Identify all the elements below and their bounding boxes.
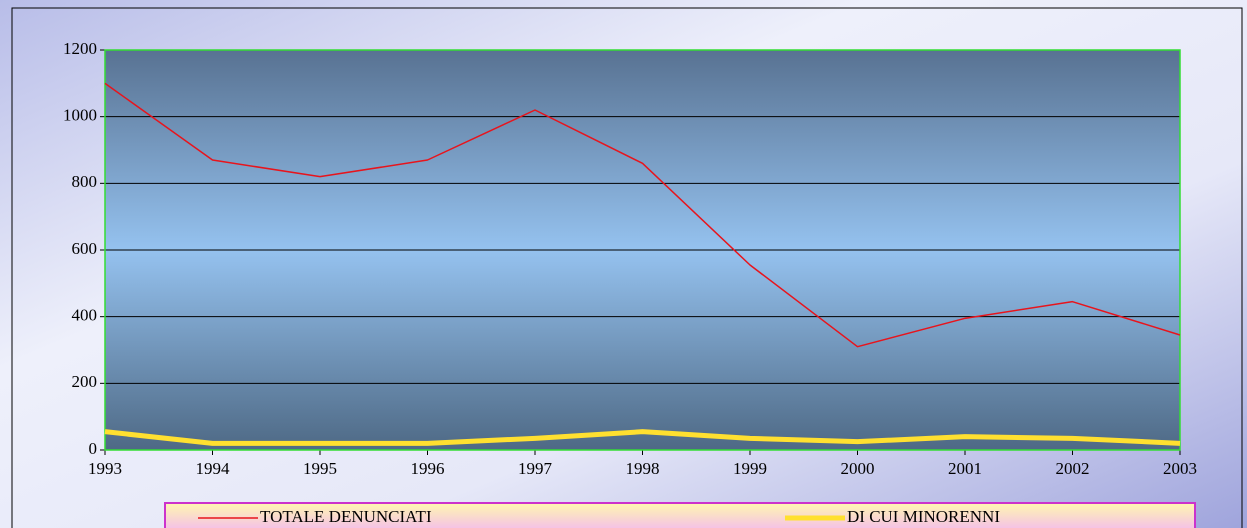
x-tick-label: 1996 — [411, 459, 445, 478]
labels: 0 200 400 600 800 1000 1200 1993 1994 1995 1996 199… — [63, 39, 1197, 478]
y-tick-label: 800 — [72, 172, 98, 191]
x-tick-label: 2001 — [948, 459, 982, 478]
x-tick-label: 2002 — [1056, 459, 1090, 478]
legend-label: DI CUI MINORENNI — [847, 507, 1000, 526]
x-tick-label: 1999 — [733, 459, 767, 478]
lines — [104, 82, 1181, 446]
x-tick-label: 1995 — [303, 459, 337, 478]
y-tick-label: 1200 — [63, 39, 97, 58]
plot-border — [104, 49, 1181, 451]
y-tick-label: 200 — [72, 372, 98, 391]
x-tick-label: 2000 — [841, 459, 875, 478]
y-tick-label: 1000 — [63, 106, 97, 125]
x-tick-label: 1994 — [196, 459, 231, 478]
y-tick-label: 0 — [89, 439, 98, 458]
x-tick-label: 1997 — [518, 459, 553, 478]
x-tick-label: 1998 — [626, 459, 660, 478]
legend — [164, 502, 1196, 528]
y-tick-label: 400 — [72, 306, 98, 325]
legend-items: TOTALE DENUNCIATI DI CUI MINORENNI — [198, 507, 1000, 526]
x-tick-label: 1993 — [88, 459, 122, 478]
x-tick-label: 2003 — [1163, 459, 1197, 478]
series-line — [104, 429, 1181, 446]
y-tick-label: 600 — [72, 239, 98, 258]
frame — [11, 7, 1243, 528]
series-line — [104, 82, 1181, 348]
legend-label: TOTALE DENUNCIATI — [260, 507, 432, 526]
